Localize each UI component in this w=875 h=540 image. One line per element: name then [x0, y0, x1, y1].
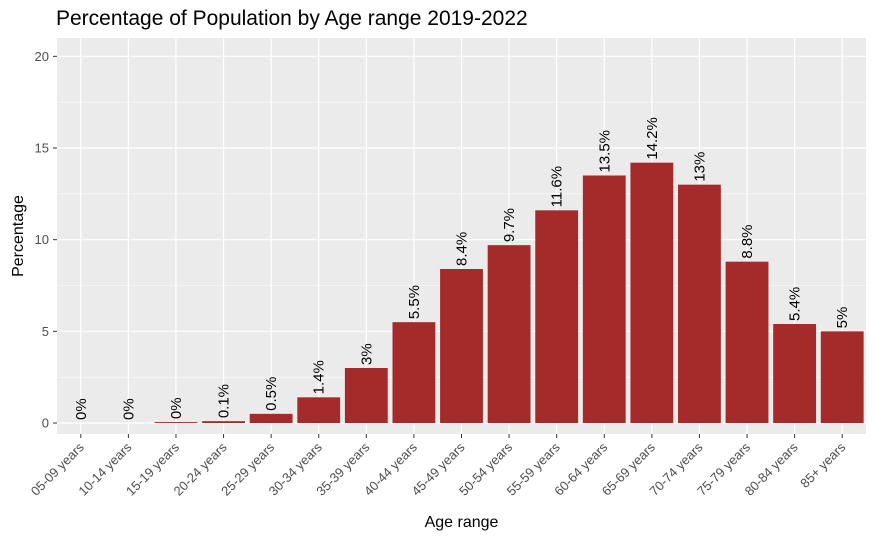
y-tick-label: 0 — [42, 416, 49, 431]
data-label: 8.8% — [739, 224, 756, 258]
bars — [154, 162, 864, 423]
bar — [440, 269, 483, 423]
chart-title: Percentage of Population by Age range 20… — [56, 7, 528, 30]
data-label: 0% — [168, 397, 185, 419]
data-label: 0.5% — [263, 377, 280, 411]
x-axis-title: Age range — [425, 514, 499, 531]
bar — [820, 331, 864, 423]
data-label: 13% — [691, 152, 708, 182]
data-label: 5% — [834, 307, 851, 329]
y-tick-label: 20 — [35, 49, 49, 64]
bar — [297, 397, 341, 423]
bar — [344, 368, 388, 423]
data-label: 13.5% — [596, 130, 613, 173]
bar — [678, 184, 721, 423]
bar — [725, 261, 769, 423]
y-tick-label: 10 — [35, 232, 49, 247]
data-label: 9.7% — [501, 208, 518, 242]
y-tick-label: 15 — [35, 141, 49, 156]
bar — [630, 162, 674, 423]
x-tick-label: 85+ years — [797, 439, 849, 491]
bar — [202, 421, 245, 423]
bar — [392, 322, 436, 423]
data-label: 1.4% — [311, 360, 328, 394]
data-label: 3% — [358, 343, 375, 365]
data-label: 14.2% — [644, 117, 661, 160]
data-label: 8.4% — [454, 232, 471, 266]
bar — [154, 422, 198, 423]
bar — [535, 210, 579, 423]
data-label: 5.5% — [406, 285, 423, 319]
bar — [582, 175, 626, 423]
data-label: 0.1% — [216, 384, 233, 418]
bar — [249, 413, 293, 423]
y-axis-title: Percentage — [10, 195, 27, 277]
y-tick-label: 5 — [42, 324, 49, 339]
bar — [773, 324, 817, 423]
y-axis-ticks: 0 5 10 15 20 — [35, 49, 57, 431]
bar — [487, 245, 531, 423]
data-labels: 0% 0% 0% 0.1% 0.5% 1.4% 3% 5.5% 8.4% 9.7% 11.6% 13.… — [73, 117, 851, 420]
data-label: 11.6% — [549, 166, 566, 207]
data-label: 5.4% — [787, 287, 804, 321]
data-label: 0% — [73, 398, 90, 420]
data-label: 0% — [120, 398, 137, 420]
